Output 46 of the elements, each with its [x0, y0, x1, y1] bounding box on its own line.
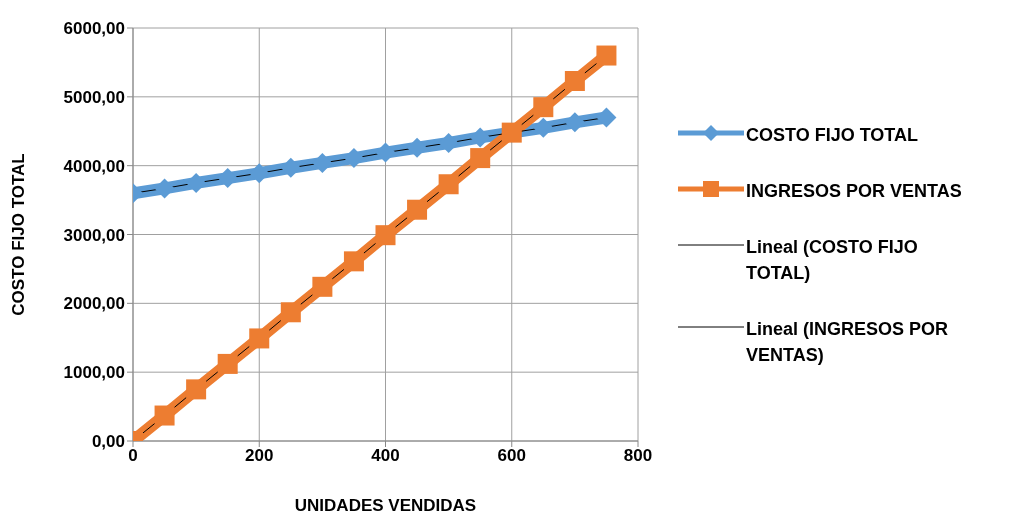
point: [186, 172, 207, 193]
point: [407, 199, 428, 220]
point: [280, 302, 301, 323]
point: [186, 379, 207, 400]
point: [154, 405, 175, 426]
point: [154, 178, 175, 199]
y-tick-label: 3000,00: [63, 225, 125, 245]
x-tick-label: 200: [245, 446, 274, 466]
point: [343, 148, 364, 169]
point: [217, 168, 238, 189]
y-tick-label: 2000,00: [63, 294, 125, 314]
point: [407, 137, 428, 158]
point: [564, 112, 585, 133]
point: [596, 45, 617, 66]
legend-label: COSTO FIJO TOTAL: [746, 123, 919, 147]
point: [470, 148, 491, 169]
x-tick-label: 800: [623, 446, 653, 466]
point: [438, 174, 459, 195]
point: [596, 107, 617, 128]
point: [438, 132, 459, 153]
x-tick-label: 600: [497, 446, 526, 466]
legend-label: Lineal (INGRESOS POR VENTAS): [746, 317, 950, 367]
point: [375, 225, 396, 246]
point: [249, 328, 270, 349]
y-tick-label: 4000,00: [63, 156, 125, 176]
y-tick-label: 6000,00: [63, 19, 125, 39]
point: [312, 276, 333, 297]
x-axis-title: UNIDADES VENDIDAS: [294, 496, 477, 515]
point: [217, 353, 238, 374]
point: [312, 152, 333, 173]
point: [564, 71, 585, 91]
x-tick-label: 400: [371, 446, 400, 466]
legend-label: INGRESOS POR VENTAS: [746, 179, 963, 203]
point: [280, 157, 301, 178]
point: [249, 163, 270, 184]
point: [375, 142, 396, 163]
y-tick-label: 5000,00: [63, 87, 125, 107]
x-tick-label: 0: [128, 446, 138, 466]
y-tick-label: 0,00: [91, 432, 125, 452]
legend-label: Lineal (COSTO FIJO TOTAL): [746, 235, 919, 285]
point: [533, 117, 554, 138]
y-axis-title: COSTO FIJO TOTAL: [9, 153, 29, 316]
point: [533, 97, 554, 118]
point: [470, 127, 491, 148]
y-tick-label: 1000,00: [63, 363, 125, 383]
point: [343, 251, 364, 272]
